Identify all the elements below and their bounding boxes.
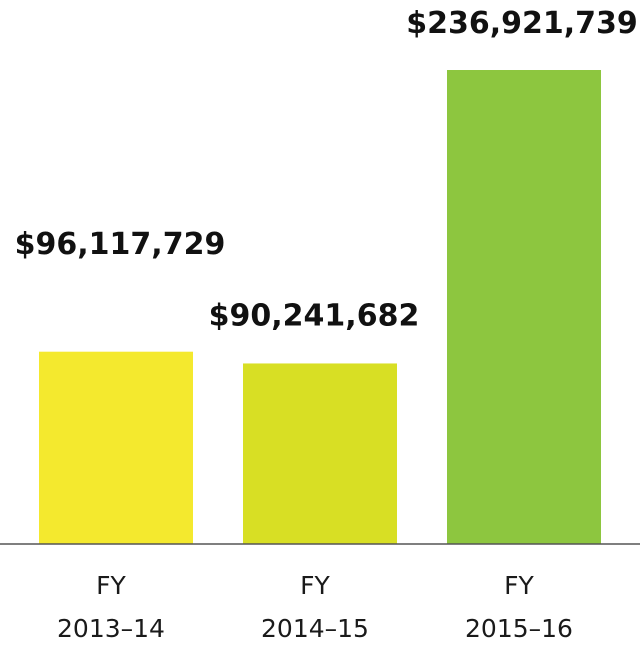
- value-label-3: $236,921,739: [406, 6, 638, 41]
- bar-2: [243, 363, 397, 544]
- category-label-2-line1: FY: [300, 571, 330, 600]
- bars-group: [39, 70, 601, 544]
- category-labels-group: FY 2013–14 FY 2014–15 FY 2015–16: [57, 571, 573, 643]
- category-label-1-line1: FY: [96, 571, 126, 600]
- category-label-2-line2: 2014–15: [261, 614, 369, 643]
- category-label-3-line2: 2015–16: [465, 614, 573, 643]
- value-label-1: $96,117,729: [15, 227, 226, 262]
- category-label-3-line1: FY: [504, 571, 534, 600]
- category-label-1-line2: 2013–14: [57, 614, 165, 643]
- value-label-2: $90,241,682: [209, 298, 420, 333]
- bar-1: [39, 351, 193, 544]
- bar-3: [447, 70, 601, 544]
- value-labels-group: $96,117,729 $90,241,682 $236,921,739: [15, 6, 638, 333]
